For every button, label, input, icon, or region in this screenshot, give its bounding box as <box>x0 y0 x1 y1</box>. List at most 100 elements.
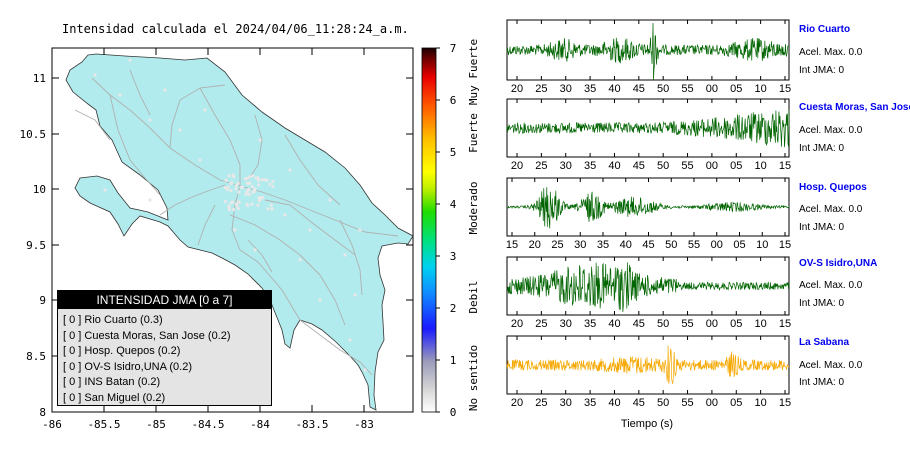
seismogram-tick-label: 55 <box>681 397 693 409</box>
map-settlement <box>234 183 239 187</box>
legend-item-ins-batan: [ 0 ] INS Batan (0.2) <box>63 376 161 388</box>
map-settlement <box>246 181 251 185</box>
colorbar-category-label: Muy Fuerte <box>467 39 480 105</box>
legend-item-rio-cuarto: [ 0 ] Rio Cuarto (0.3) <box>63 314 163 326</box>
seismogram-trace <box>506 22 790 80</box>
map-road <box>299 254 346 326</box>
station-name-ov-s-isidro[interactable]: OV-S Isidro,UNA <box>799 258 878 269</box>
station-name-hosp-quepos[interactable]: Hosp. Quepos <box>799 182 867 193</box>
map-settlement <box>271 180 275 184</box>
seismogram-trace <box>506 187 790 229</box>
map-road <box>159 184 226 216</box>
seismogram-tick-label: 15 <box>779 239 791 251</box>
seismogram-tick-label: 05 <box>733 239 745 251</box>
seismogram-tick-label: 20 <box>529 239 541 251</box>
seismogram-panel: 20 25 30 35 40 45 50 55 00 05 10 15 <box>506 335 791 409</box>
colorbar-category-label: No sentido <box>467 345 480 411</box>
seismogram-tick-label: 35 <box>597 239 609 251</box>
station-name-la-sabana[interactable]: La Sabana <box>799 337 850 348</box>
map-settlement <box>203 108 207 112</box>
seismogram-tick-label: 15 <box>779 318 791 330</box>
seismogram-tick-label: 10 <box>755 397 767 409</box>
seismogram-tick-label: 00 <box>706 83 718 95</box>
seismogram-tick-label: 25 <box>535 160 547 172</box>
map-settlement <box>283 213 287 217</box>
map-settlement <box>230 181 234 185</box>
map-settlement <box>118 93 122 97</box>
map-settlement <box>93 73 97 77</box>
map-road <box>199 87 241 186</box>
map-road <box>339 219 363 296</box>
station-name-rio-cuarto[interactable]: Rio Cuarto <box>799 24 851 35</box>
station-name-cuesta-moras[interactable]: Cuesta Moras, San Jose <box>799 102 910 113</box>
map-y-tick-label: 10 <box>33 183 46 196</box>
seismogram-tick-label: 35 <box>584 318 596 330</box>
map-settlement <box>257 178 261 183</box>
seismogram-tick-label: 50 <box>657 318 669 330</box>
map-settlement <box>247 193 252 197</box>
seismogram-tick-label: 20 <box>511 397 523 409</box>
map-road <box>239 185 399 237</box>
map-y-tick-label: 9.5 <box>26 239 46 252</box>
map-settlement <box>226 185 230 189</box>
map-y-tick-label: 9 <box>39 294 46 307</box>
map-road <box>264 199 356 256</box>
map-x-tick-label: -85.5 <box>87 418 120 431</box>
map-road <box>247 239 273 273</box>
map-settlement <box>256 203 260 207</box>
seismogram-tick-label: 20 <box>511 160 523 172</box>
map-settlement <box>227 208 232 212</box>
map-settlement <box>250 202 254 206</box>
map-settlement <box>252 189 256 193</box>
colorbar-tick-label: 0 <box>450 406 457 419</box>
seismogram-panel: 20 25 30 35 40 45 50 55 00 05 10 15 <box>506 19 791 95</box>
colorbar-tick-label: 4 <box>450 198 457 211</box>
seismogram-trace <box>506 109 790 148</box>
seismogram-tick-label: 50 <box>657 397 669 409</box>
station-acel-rio-cuarto: Acel. Max. 0.0 <box>799 47 863 58</box>
station-int-cuesta-moras: Int JMA: 0 <box>799 143 845 154</box>
map-road <box>231 185 301 321</box>
map-settlement <box>103 188 107 192</box>
seismogram-tick-label: 40 <box>620 239 632 251</box>
seismogram-panel: 15 20 25 30 35 40 45 50 55 00 05 10 15 <box>506 177 791 251</box>
map-road <box>129 69 151 116</box>
seismogram-tick-label: 25 <box>535 397 547 409</box>
map-settlement <box>269 203 273 207</box>
intensity-colorbar: 7 6 5 4 3 2 1 0 Muy Fuerte Fuerte Moderado Debil No… <box>421 39 480 419</box>
legend-item-ov-s-isidro: [ 0 ] OV-S Isidro,UNA (0.2) <box>63 360 192 373</box>
legend-header: INTENSIDAD JMA [0 a 7] <box>58 291 271 309</box>
seismogram-tick-label: 15 <box>779 160 791 172</box>
map-settlement <box>265 178 269 182</box>
map-settlement <box>246 203 250 208</box>
station-int-hosp-quepos: Int JMA: 0 <box>799 222 845 233</box>
intensity-legend: INTENSIDAD JMA [0 a 7] [ 0 ] Rio Cuarto … <box>57 290 272 406</box>
seismogram-tick-label: 00 <box>706 397 718 409</box>
seismogram-tick-label: 50 <box>665 239 677 251</box>
map-y-tick-label: 11 <box>33 72 46 85</box>
seismogram-trace <box>506 345 790 384</box>
colorbar-gradient <box>421 47 437 413</box>
map-road <box>74 109 111 141</box>
seismogram-tick-label: 45 <box>633 397 645 409</box>
seismogram-tick-label: 40 <box>608 160 620 172</box>
map-settlement <box>318 298 322 302</box>
map-settlement <box>257 183 261 187</box>
seismogram-panels: 20 25 30 35 40 45 50 55 00 05 10 15 20 25 30 35 40 45 50 55… <box>506 19 791 430</box>
map-settlement <box>223 186 227 190</box>
map-settlement <box>224 178 228 182</box>
map-settlement <box>270 207 274 211</box>
map-settlement <box>236 206 240 211</box>
station-int-rio-cuarto: Int JMA: 0 <box>799 65 845 76</box>
map-x-tick-label: -85 <box>146 418 166 431</box>
map-settlement <box>148 198 152 202</box>
seismogram-tick-label: 00 <box>711 239 723 251</box>
map-settlement <box>223 199 227 204</box>
costa-rica-landmass <box>65 53 413 411</box>
map-settlement <box>328 198 332 202</box>
map-settlement <box>271 184 275 188</box>
map-settlement <box>363 368 367 372</box>
map-settlement <box>253 248 257 252</box>
seismogram-tick-label: 45 <box>633 160 645 172</box>
map-settlement <box>258 197 262 201</box>
